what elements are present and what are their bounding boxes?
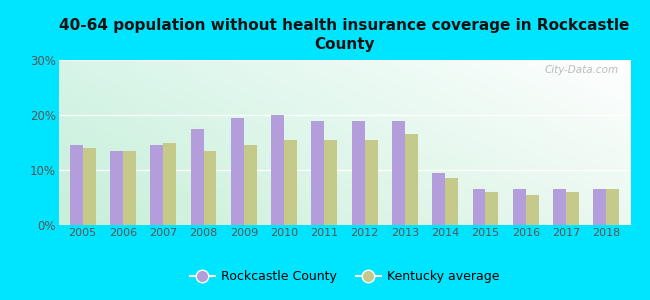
Bar [271,115,284,225]
Bar [606,189,619,225]
Bar [352,121,365,225]
Bar [486,192,499,225]
Bar [150,145,163,225]
Bar [392,121,405,225]
Bar [284,140,297,225]
Bar [593,189,606,225]
Bar [123,151,136,225]
Title: 40-64 population without health insurance coverage in Rockcastle
County: 40-64 population without health insuranc… [59,18,630,52]
Bar [513,189,526,225]
Bar [324,140,337,225]
Bar [110,151,123,225]
Bar [566,192,579,225]
Bar [244,145,257,225]
Bar [163,142,176,225]
Bar [553,189,566,225]
Bar [231,118,244,225]
Bar [405,134,418,225]
Bar [311,121,324,225]
Bar [473,189,486,225]
Legend: Rockcastle County, Kentucky average: Rockcastle County, Kentucky average [185,265,504,288]
Bar [445,178,458,225]
Bar [70,145,83,225]
Bar [203,151,216,225]
Bar [190,129,203,225]
Bar [526,195,539,225]
Bar [83,148,96,225]
Text: City-Data.com: City-Data.com [545,65,619,75]
Bar [432,173,445,225]
Bar [365,140,378,225]
